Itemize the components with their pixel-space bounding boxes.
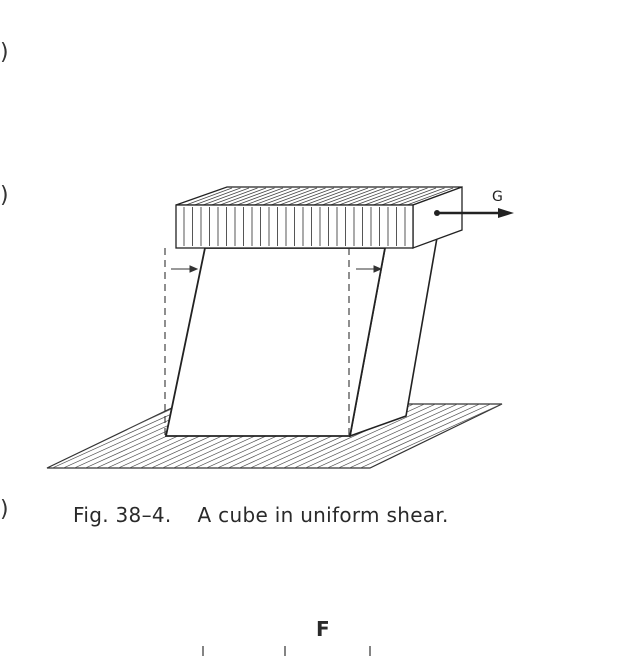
floor-hatch-line xyxy=(47,404,56,468)
plate-top-hatch-line xyxy=(194,187,241,206)
plate-top-hatch-line xyxy=(228,187,275,206)
floor-hatch-line xyxy=(355,404,502,468)
plate-top-hatch-line xyxy=(245,187,292,206)
floor-hatch-line xyxy=(510,402,624,470)
margin-mark-1: ) xyxy=(0,40,9,65)
plate-top-hatch-line xyxy=(202,187,250,206)
plate-top-hatch-line xyxy=(270,187,318,206)
plate-top-hatch-line xyxy=(185,187,233,206)
displacement-arrow-left xyxy=(171,265,199,273)
plate-top-hatch-line xyxy=(253,187,301,206)
floor-hatch-line xyxy=(0,402,11,470)
caption-text: A cube in uniform shear. xyxy=(197,503,449,527)
force-label: G xyxy=(492,189,503,205)
plate-top-hatch-line xyxy=(321,187,369,206)
floor-hatch-line xyxy=(0,402,33,470)
plate-top-hatch-line xyxy=(389,187,437,206)
original-outline xyxy=(164,248,350,436)
plate-top-hatch-line xyxy=(355,187,403,206)
next-figure-label: F xyxy=(316,617,330,641)
margin-mark-3: ) xyxy=(0,497,9,522)
floor-hatch-line xyxy=(311,404,463,468)
top-plate xyxy=(175,186,463,249)
floor-hatch-line xyxy=(465,404,502,468)
floor-hatch-line xyxy=(322,404,474,468)
floor-hatch-line xyxy=(0,402,22,470)
floor-hatch-line xyxy=(521,402,624,470)
plate-top-hatch-line xyxy=(364,187,411,206)
floor-hatch-line xyxy=(47,404,67,468)
floor-hatch-line xyxy=(498,404,502,468)
figure-caption: Fig. 38–4. A cube in uniform shear. xyxy=(73,503,449,527)
plate-top-hatch-line xyxy=(219,187,267,206)
plate-top-hatch-line xyxy=(406,187,454,206)
next-figure-ticks xyxy=(202,646,371,656)
plate-top-hatch-line xyxy=(372,187,420,206)
floor-hatch-line xyxy=(532,402,624,470)
plate-top-hatch-line xyxy=(381,187,428,206)
caption-number: Fig. 38–4. xyxy=(73,503,172,527)
plate-top-hatch-line xyxy=(398,187,445,206)
plate-top-hatch-line xyxy=(347,187,394,206)
floor-hatch-line xyxy=(0,402,44,470)
plate-top-hatch-line xyxy=(330,187,377,206)
displacement-arrow-right xyxy=(356,265,383,273)
sheared-cube xyxy=(164,230,440,438)
floor-hatch-line xyxy=(300,404,452,468)
plate-top-hatch-line xyxy=(279,187,326,206)
floor-hatch-line xyxy=(487,404,502,468)
floor-hatch-line xyxy=(333,404,485,468)
floor-hatch-line xyxy=(289,404,441,468)
cube-front-face xyxy=(164,247,387,437)
plate-top-hatch-line xyxy=(211,187,258,206)
plate-top-hatch-line xyxy=(236,187,284,206)
plate-top-hatch-line xyxy=(287,187,335,206)
floor-hatch-line xyxy=(344,404,496,468)
plate-top-hatch-line xyxy=(304,187,352,206)
force-arrow xyxy=(434,208,514,218)
plate-top-hatch-line xyxy=(338,187,386,206)
plate-top-hatch-line xyxy=(262,187,309,206)
plate-top-hatch-line xyxy=(296,187,343,206)
margin-mark-2: ) xyxy=(0,183,9,208)
floor-hatch-line xyxy=(476,404,502,468)
plate-top-hatch-line xyxy=(313,187,360,206)
